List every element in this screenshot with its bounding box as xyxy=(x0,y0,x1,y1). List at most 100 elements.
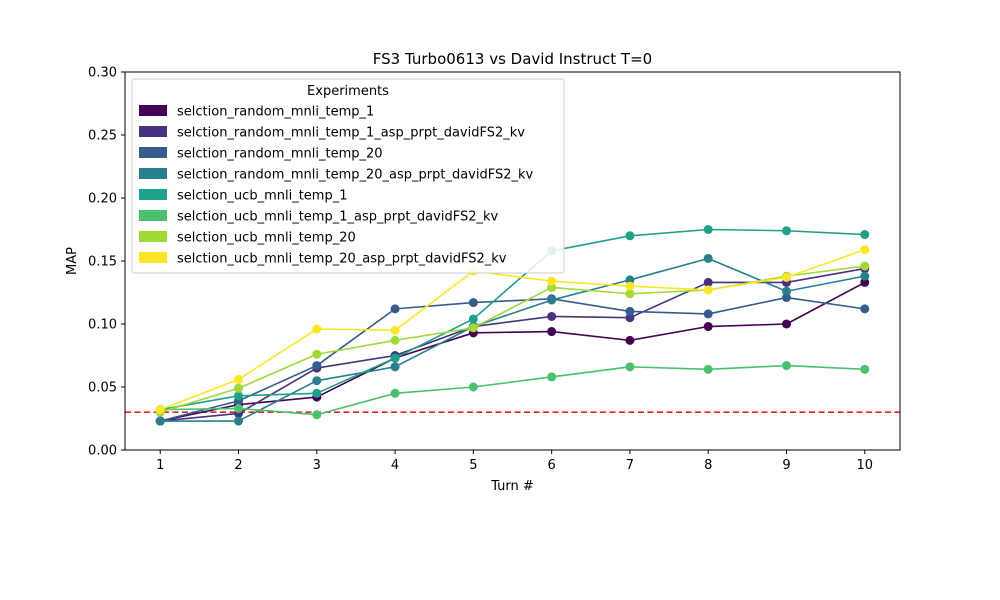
y-tick-label: 0.15 xyxy=(88,255,117,270)
series-5-point-10 xyxy=(860,230,870,240)
legend-swatch-5 xyxy=(139,189,167,200)
series-4-point-6 xyxy=(547,295,557,305)
series-line-3 xyxy=(160,296,865,422)
series-4-point-8 xyxy=(703,253,713,263)
series-4-point-10 xyxy=(860,271,870,281)
series-6-point-8 xyxy=(703,364,713,374)
series-6-point-2 xyxy=(234,403,244,413)
x-tick-label: 3 xyxy=(313,458,321,473)
series-line-2 xyxy=(160,267,865,422)
legend-swatch-3 xyxy=(139,147,167,158)
series-8-point-7 xyxy=(625,281,635,291)
series-5-point-9 xyxy=(781,226,791,236)
legend-box xyxy=(131,78,565,274)
series-6-point-7 xyxy=(625,362,635,372)
x-tick-label: 5 xyxy=(469,458,477,473)
series-6-point-3 xyxy=(312,410,322,420)
series-8-point-10 xyxy=(860,245,870,255)
legend-label-4: selction_random_mnli_temp_20_asp_prpt_da… xyxy=(177,168,534,183)
series-8-point-1 xyxy=(155,405,165,415)
series-7-point-5 xyxy=(468,323,478,333)
series-7-point-3 xyxy=(312,349,322,359)
series-5-point-2 xyxy=(234,391,244,401)
series-6-point-4 xyxy=(390,388,400,398)
series-2-point-6 xyxy=(547,311,557,321)
series-1-point-10 xyxy=(860,277,870,287)
series-4-point-7 xyxy=(625,275,635,285)
x-tick-label: 8 xyxy=(704,458,712,473)
series-8-point-2 xyxy=(234,374,244,384)
series-line-4 xyxy=(160,257,865,422)
series-3-point-9 xyxy=(781,293,791,303)
series-1-point-9 xyxy=(781,319,791,329)
series-8-point-4 xyxy=(390,325,400,335)
series-7-point-10 xyxy=(860,261,870,271)
series-6-point-6 xyxy=(547,372,557,382)
legend-swatch-7 xyxy=(139,231,167,242)
series-4-point-1 xyxy=(155,416,165,426)
series-line-7 xyxy=(159,265,865,413)
series-8-point-6 xyxy=(547,276,557,286)
series-line-5 xyxy=(160,228,865,411)
legend-swatch-1 xyxy=(139,105,167,116)
series-7-point-2 xyxy=(234,383,244,393)
series-1-point-6 xyxy=(547,327,557,337)
series-line-8 xyxy=(159,248,866,411)
y-axis-label: MAP xyxy=(65,247,80,275)
series-8-point-8 xyxy=(703,285,713,295)
legend-swatch-6 xyxy=(139,210,167,221)
series-line-6 xyxy=(160,364,865,416)
series-7-point-7 xyxy=(625,289,635,299)
legend-label-5: selction_ucb_mnli_temp_1 xyxy=(177,189,347,204)
series-8-point-3 xyxy=(312,324,322,334)
x-tick-label: 10 xyxy=(856,458,873,473)
series-5-point-4 xyxy=(390,353,400,363)
series-2-point-7 xyxy=(625,313,635,323)
chart-title: FS3 Turbo0613 vs David Instruct T=0 xyxy=(373,50,652,68)
legend-swatch-8 xyxy=(139,252,167,263)
legend-label-8: selction_ucb_mnli_temp_20_asp_prpt_david… xyxy=(177,252,507,267)
series-5-point-3 xyxy=(312,388,322,398)
series-6-point-9 xyxy=(781,361,791,371)
series-4-point-4 xyxy=(390,362,400,372)
y-tick-label: 0.25 xyxy=(88,129,117,144)
series-3-point-3 xyxy=(312,361,322,371)
series-7-point-4 xyxy=(390,335,400,345)
y-tick-label: 0.20 xyxy=(88,192,117,207)
legend-label-3: selction_random_mnli_temp_20 xyxy=(177,147,383,162)
x-tick-label: 4 xyxy=(391,458,399,473)
x-tick-label: 9 xyxy=(782,458,790,473)
x-tick-label: 7 xyxy=(626,458,634,473)
series-3-point-7 xyxy=(625,306,635,316)
series-7-point-6 xyxy=(547,282,557,292)
series-3-point-4 xyxy=(390,304,400,314)
legend-label-7: selction_ucb_mnli_temp_20 xyxy=(177,231,356,246)
series-3-point-10 xyxy=(860,304,870,314)
legend-label-1: selction_random_mnli_temp_1 xyxy=(177,105,374,120)
x-tick-label: 1 xyxy=(156,458,164,473)
x-axis-label: Turn # xyxy=(490,479,534,494)
y-tick-label: 0.05 xyxy=(88,381,117,396)
series-6-point-5 xyxy=(468,382,478,392)
series-5-point-8 xyxy=(703,225,713,234)
series-4-point-2 xyxy=(234,416,244,426)
series-6-point-10 xyxy=(860,364,870,374)
series-5-point-5 xyxy=(468,314,478,324)
x-tick-label: 2 xyxy=(234,458,242,473)
series-2-point-8 xyxy=(703,277,713,287)
series-3-point-8 xyxy=(703,309,713,319)
legend-label-6: selction_ucb_mnli_temp_1_asp_prpt_davidF… xyxy=(177,210,498,225)
plot-area: 1 2 3 4 5 6 7 8 9 10 0.00 0.05 0.10 0.15 0.20 0.25 0.30 xyxy=(88,66,901,473)
y-tick-label: 0.30 xyxy=(88,66,117,81)
x-tick-label: 6 xyxy=(548,458,556,473)
y-tick-label: 0.10 xyxy=(88,318,117,333)
series-8-point-9 xyxy=(781,272,791,282)
series-4-point-3 xyxy=(312,376,322,386)
legend-label-2: selction_random_mnli_temp_1_asp_prpt_dav… xyxy=(177,126,525,141)
legend: Experiments selction_random_mnli_temp_1se… xyxy=(131,78,565,274)
series-1-point-8 xyxy=(703,322,713,332)
y-tick-label: 0.00 xyxy=(88,444,117,459)
series-3-point-5 xyxy=(468,298,478,308)
